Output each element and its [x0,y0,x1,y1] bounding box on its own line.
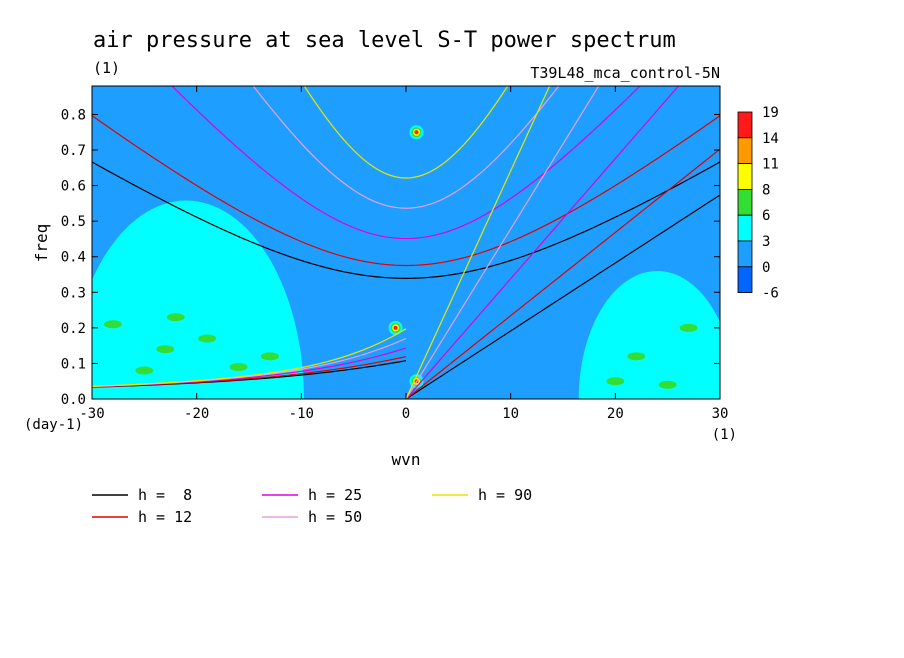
legend-item: h = 8 [92,486,192,504]
colorbar-swatch [737,214,753,242]
colorbar-label: 3 [762,234,770,250]
legend-item: h = 25 [262,486,362,504]
colorbar-swatch [737,137,753,165]
y-tick-label: 0.0 [61,392,86,408]
x-tick-label: 20 [607,406,624,422]
colorbar-swatch [737,163,753,190]
colorbar-label: -6 [762,286,779,302]
green-patch [658,380,677,389]
colorbar-swatch [737,188,753,216]
green-patch [198,334,217,343]
filled-contours [92,125,720,399]
green-patch [679,323,698,332]
run-label: T39L48_mca_control-5N [530,64,720,82]
green-patch [156,345,175,354]
cyan-region-lower-left [92,200,304,399]
x-tick-label: 10 [502,406,519,422]
green-patch [229,362,248,371]
spectral-peak [388,320,403,335]
y-tick-label: 0.1 [61,356,86,372]
green-patch [627,352,646,361]
colorbar-label: 11 [762,157,779,173]
dispersion-curves [92,86,720,399]
colorbar: 19 14 11 8 6 3 0 -6 [737,105,779,302]
y-units-label: (day-1) [24,417,83,433]
green-patch [103,320,122,329]
y-tick-label: 0.3 [61,285,86,301]
chart-title: air pressure at sea level S-T power spec… [93,28,676,53]
y-tick-label: 0.8 [61,107,86,123]
legend-label: h = 50 [308,508,362,526]
spectral-peak [409,125,424,140]
colorbar-label: 14 [762,131,779,147]
green-patch [135,366,154,375]
y-axis: 0.0 0.1 0.2 0.3 0.4 0.5 0.6 0.7 0.8 [61,107,720,408]
legend-item: h = 90 [432,486,532,504]
x-tick-label: 0 [402,406,410,422]
x-tick-label: 30 [712,406,729,422]
y-tick-label: 0.7 [61,143,86,159]
chart-units: (1) [93,59,120,77]
colorbar-label: 6 [762,208,770,224]
colorbar-swatch [737,266,753,293]
y-tick-label: 0.2 [61,321,86,337]
legend-label: h = 12 [138,508,192,526]
x-tick-label: -10 [289,406,314,422]
colorbar-label: 8 [762,182,770,198]
y-axis-label: freq [32,224,51,263]
legend-label: h = 8 [138,486,192,504]
y-tick-label: 0.6 [61,179,86,195]
green-patch [260,352,279,361]
green-patch [166,313,185,322]
x-axis-label: wvn [392,450,421,469]
colorbar-swatch [737,111,753,139]
y-tick-label: 0.5 [61,214,86,230]
y-tick-label: 0.4 [61,250,86,266]
series-h-90 [92,86,551,399]
legend-item: h = 50 [262,508,362,526]
cyan-region-lower-right [578,270,720,399]
legend-item: h = 12 [92,508,192,526]
x-tick-label: -20 [184,406,209,422]
x-units-label: (1) [712,427,737,443]
legend-label: h = 25 [308,486,362,504]
x-tick-label: -30 [79,406,104,422]
green-patch [606,377,625,386]
colorbar-swatch [737,240,753,268]
legend-label: h = 90 [478,486,532,504]
legend: h = 8 h = 12 h = 25 h = 50 h = 90 [92,486,532,526]
colorbar-label: 0 [762,260,770,276]
colorbar-label: 19 [762,105,779,121]
x-axis: -30 -20 -10 0 10 20 30 [79,86,728,422]
